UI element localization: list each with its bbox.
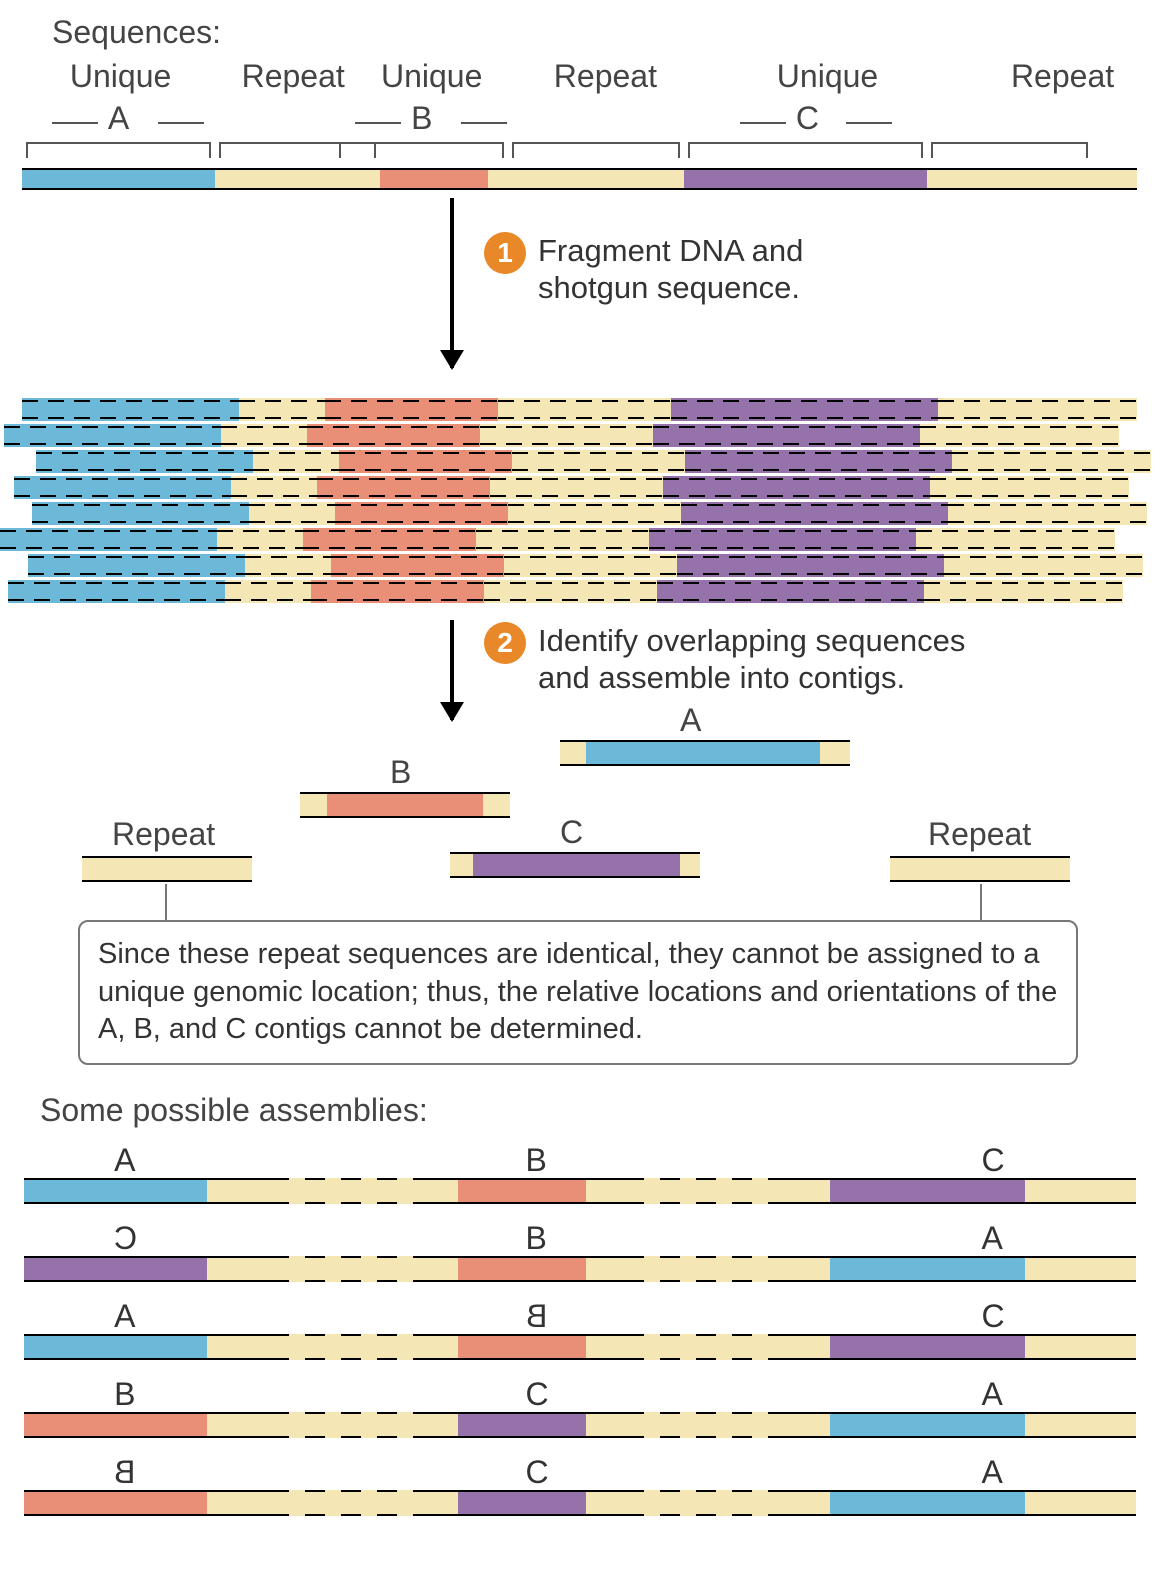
step-1-text: Fragment DNA and shotgun sequence.: [538, 232, 803, 306]
assembly-row: ABC: [24, 1334, 1136, 1360]
assembly-label: A: [114, 1142, 135, 1179]
sequence-letter: A: [108, 100, 129, 137]
contig-C: [450, 852, 700, 878]
assembly-row: BCA: [24, 1490, 1136, 1516]
assembly-row: ABC: [24, 1178, 1136, 1204]
step-1-badge: 1: [484, 232, 526, 274]
assembly-label: B: [114, 1454, 135, 1491]
arrow-2: [450, 620, 454, 720]
assembly-label: B: [526, 1142, 547, 1179]
contig-repeat-L: [82, 856, 252, 882]
contig-label: Repeat: [112, 816, 215, 853]
shotgun-reads-panel: [22, 398, 1137, 606]
segment-label: Unique: [381, 58, 482, 95]
caption-connector-left: [165, 884, 167, 922]
assembly-label: C: [981, 1142, 1004, 1179]
assembly-label: B: [526, 1220, 547, 1257]
step-2-text: Identify overlapping sequences and assem…: [538, 622, 965, 696]
contig-A-tail: [820, 740, 850, 766]
assemblies-title: Some possible assemblies:: [40, 1092, 428, 1129]
genome-sequence-bar: [22, 168, 1137, 190]
assembly-label: B: [526, 1298, 547, 1335]
sequence-letter: B: [411, 100, 432, 137]
assembly-row: CBA: [24, 1256, 1136, 1282]
caption-connector-right: [980, 884, 982, 922]
step-2-badge: 2: [484, 622, 526, 664]
contig-label: Repeat: [928, 816, 1031, 853]
contig-B: [300, 792, 510, 818]
assembly-row: BCA: [24, 1412, 1136, 1438]
segment-label: Repeat: [1011, 58, 1114, 95]
assembly-label: B: [114, 1376, 135, 1413]
assembly-label: C: [526, 1376, 549, 1413]
assembly-label: C: [526, 1454, 549, 1491]
arrow-1: [450, 198, 454, 368]
assembly-label: A: [981, 1454, 1002, 1491]
caption-box: Since these repeat sequences are identic…: [78, 920, 1078, 1065]
contig-label: C: [560, 814, 583, 851]
header-title: Sequences:: [52, 14, 221, 51]
assembly-label: C: [981, 1298, 1004, 1335]
sequence-letter: C: [796, 100, 819, 137]
assembly-label: A: [981, 1220, 1002, 1257]
assembly-label: A: [981, 1376, 1002, 1413]
assembly-label: A: [114, 1298, 135, 1335]
contig-repeat-R: [890, 856, 1070, 882]
contig-label: B: [390, 754, 411, 791]
segment-label: Unique: [70, 58, 171, 95]
segment-label: Repeat: [242, 58, 345, 95]
segment-label: Unique: [777, 58, 878, 95]
assembly-label: C: [114, 1220, 137, 1257]
contig-A: [560, 740, 820, 766]
assemblies-panel: ABCCBAABCBCABCA: [24, 1178, 1136, 1568]
segment-label: Repeat: [554, 58, 657, 95]
contig-label: A: [680, 702, 701, 739]
